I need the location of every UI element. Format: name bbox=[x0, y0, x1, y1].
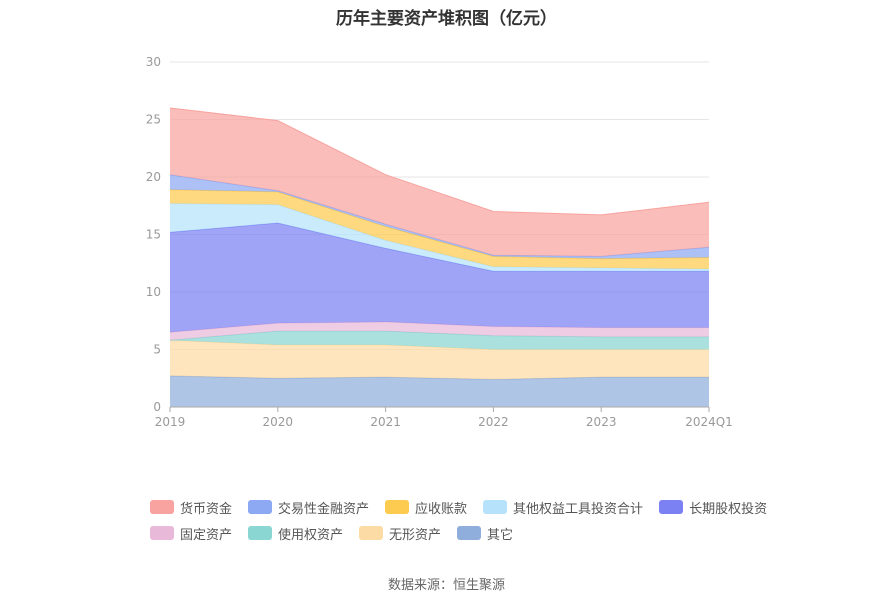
legend-swatch bbox=[483, 500, 508, 514]
x-tick-label: 2023 bbox=[586, 415, 617, 429]
area-series bbox=[169, 107, 710, 407]
area-series-1 bbox=[170, 375, 709, 407]
y-tick-label: 0 bbox=[153, 400, 161, 414]
legend-item[interactable]: 无形资产 bbox=[359, 524, 441, 543]
source-note: 数据来源：恒生聚源 bbox=[387, 578, 505, 593]
legend-swatch bbox=[150, 526, 174, 540]
y-tick-label: 15 bbox=[146, 228, 161, 242]
legend-label: 其它 bbox=[487, 527, 514, 543]
area-series-7 bbox=[170, 189, 709, 269]
legend-label: 固定资产 bbox=[180, 527, 233, 543]
x-tick-label: 2024Q1 bbox=[685, 415, 733, 429]
legend-swatch bbox=[248, 500, 273, 514]
legend-item[interactable]: 其他权益工具投资合计 bbox=[483, 498, 643, 517]
area-series-4 bbox=[170, 321, 709, 341]
y-tick-label: 10 bbox=[146, 285, 161, 299]
y-tick-label: 25 bbox=[146, 113, 161, 127]
area-series-9 bbox=[170, 108, 709, 257]
legend-label: 其他权益工具投资合计 bbox=[513, 501, 644, 517]
x-tick-label: 2020 bbox=[263, 415, 294, 429]
legend-item[interactable]: 使用权资产 bbox=[248, 524, 343, 543]
legend-swatch bbox=[385, 500, 410, 514]
x-tick-label: 2019 bbox=[155, 415, 186, 429]
area-series-6 bbox=[170, 203, 709, 272]
legend-item[interactable]: 货币资金 bbox=[150, 498, 232, 517]
x-tick-label: 2022 bbox=[478, 415, 509, 429]
y-tick-label: 5 bbox=[153, 343, 161, 357]
axes: 0 5 10 15 20 25 30 2019 2020 2021 2022 2023 2024Q1 bbox=[146, 55, 733, 429]
legend-item[interactable]: 长期股权投资 bbox=[659, 498, 767, 517]
y-tick-label: 20 bbox=[146, 170, 161, 184]
legend-label: 长期股权投资 bbox=[689, 501, 768, 517]
stacked-area-chart: 0 5 10 15 20 25 30 2019 2020 2021 2022 2023 2024Q1 bbox=[146, 55, 733, 429]
legend-label: 使用权资产 bbox=[278, 527, 344, 543]
legend-row: 固定资产 使用权资产 无形资产 其它 bbox=[150, 520, 790, 546]
legend-swatch bbox=[248, 526, 273, 540]
legend-label: 无形资产 bbox=[389, 527, 442, 543]
legend-label: 应收账款 bbox=[415, 501, 468, 517]
legend-item[interactable]: 固定资产 bbox=[150, 524, 232, 543]
area-edge-9 bbox=[169, 107, 710, 216]
area-series-2 bbox=[170, 340, 709, 380]
legend-swatch bbox=[359, 526, 384, 540]
y-tick-label: 30 bbox=[146, 55, 161, 69]
x-tick-label: 2021 bbox=[370, 415, 401, 429]
legend-item[interactable]: 其它 bbox=[457, 524, 513, 543]
legend-swatch bbox=[659, 500, 684, 514]
legend: 货币资金 交易性金融资产 应收账款 其他权益工具投资合计 长期股权投资固定资产 使用权资产… bbox=[150, 494, 790, 546]
legend-item[interactable]: 交易性金融资产 bbox=[248, 498, 369, 517]
legend-swatch bbox=[457, 526, 482, 540]
legend-label: 交易性金融资产 bbox=[278, 501, 370, 517]
legend-label: 货币资金 bbox=[180, 501, 233, 517]
legend-item[interactable]: 应收账款 bbox=[385, 498, 467, 517]
legend-swatch bbox=[150, 500, 174, 514]
legend-row: 货币资金 交易性金融资产 应收账款 其他权益工具投资合计 长期股权投资 bbox=[150, 494, 790, 520]
area-series-3 bbox=[170, 331, 709, 350]
area-series-5 bbox=[170, 223, 709, 333]
chart-title: 历年主要资产堆积图（亿元） bbox=[336, 9, 557, 29]
